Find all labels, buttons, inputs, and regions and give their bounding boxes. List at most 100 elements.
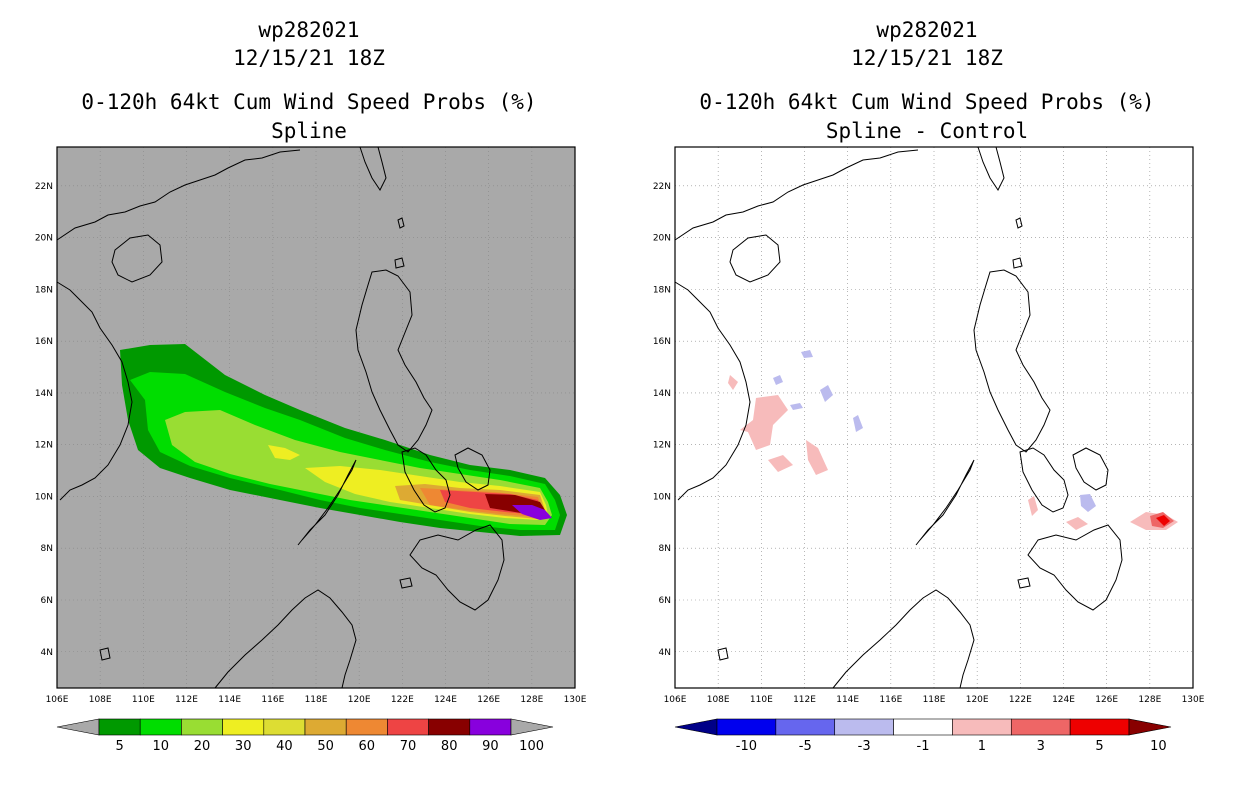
forecast-time: 12/15/21 18Z (233, 46, 385, 70)
colorbar: -10 -5 -3 -1 1 3 5 10 (674, 718, 1172, 754)
y-tick-label: 16N (35, 337, 53, 347)
colorbar: 5 10 20 30 40 50 60 70 80 90 100 (56, 718, 554, 754)
panel-subtitle: Spline - Control (825, 119, 1029, 143)
coastline-segment (717, 647, 729, 661)
diff-positive-blob (740, 395, 788, 450)
x-tick-label: 110E (750, 695, 773, 705)
x-tick-label: 116E (879, 695, 902, 705)
coastline-segment (973, 269, 1051, 453)
colorbar-swatch (139, 718, 182, 736)
colorbar-swatch (428, 718, 471, 736)
storm-id: wp282021 (876, 18, 978, 42)
difference-blobs (728, 350, 1178, 530)
colorbar-label: 40 (276, 739, 293, 754)
coastline-segment (1072, 447, 1109, 491)
colorbar-label: 5 (1095, 739, 1103, 754)
y-tick-label: 14N (35, 389, 53, 399)
colorbar-label: 10 (1150, 739, 1167, 754)
x-tick-label: 112E (793, 695, 816, 705)
forecast-time: 12/15/21 18Z (851, 46, 1003, 70)
diff-positive-blob (1028, 496, 1038, 516)
colorbar-label: 50 (317, 739, 334, 754)
colorbar-label: 90 (482, 739, 499, 754)
diff-positive-5 (1156, 515, 1170, 526)
x-tick-label: 130E (1182, 695, 1205, 705)
y-tick-label: 16N (653, 337, 671, 347)
colorbar-label: 5 (115, 739, 123, 754)
coastline-segment (729, 234, 781, 283)
y-tick-label: 10N (653, 492, 671, 502)
y-tick-label: 22N (653, 182, 671, 192)
coastline-segment (56, 281, 133, 501)
diff-negative-blob (1080, 494, 1096, 512)
diff-negative-blob (801, 350, 813, 358)
x-tick-label: 122E (1009, 695, 1032, 705)
coastline-segment (1027, 524, 1123, 611)
colorbar-label: -1 (917, 739, 930, 754)
diff-positive-blob (768, 455, 793, 472)
coastline-segment (56, 149, 301, 241)
colorbar-label: 20 (194, 739, 211, 754)
map-frame (674, 146, 1194, 689)
product-title: 0-120h 64kt Cum Wind Speed Probs (%) (81, 90, 537, 114)
axis-labels: 106E 108E 110E 112E 114E 116E 118E 120E 122E 124E… (35, 182, 587, 705)
coastline-segment (1012, 257, 1023, 269)
x-tick-label: 114E (836, 695, 859, 705)
x-tick-label: 120E (966, 695, 989, 705)
coastline-segment (297, 459, 357, 546)
colorbar-swatch (1069, 718, 1130, 736)
colorbar-label: 60 (359, 739, 376, 754)
probability-map: 106E 108E 110E 112E 114E 116E 118E 120E 122E 124E… (35, 146, 587, 754)
colorbar-swatch (263, 718, 306, 736)
y-tick-label: 20N (35, 234, 53, 244)
x-tick-label: 124E (1052, 695, 1075, 705)
coastline-segment (409, 524, 505, 611)
prob-band-30 (268, 445, 300, 460)
colorbar-swatch (345, 718, 388, 736)
coastline-segment (674, 149, 919, 241)
coastline-segment (674, 281, 751, 501)
y-tick-label: 4N (41, 648, 53, 658)
map-background (675, 147, 1193, 688)
coastline-segment (977, 146, 1005, 191)
colorbar-swatch (775, 718, 836, 736)
y-tick-label: 12N (653, 441, 671, 451)
colorbar-label: 30 (235, 739, 252, 754)
coastline-segment (394, 257, 405, 269)
x-tick-label: 118E (305, 695, 328, 705)
x-tick-label: 106E (46, 695, 69, 705)
x-tick-label: 116E (261, 695, 284, 705)
y-tick-label: 18N (35, 285, 53, 295)
coastline-segment (111, 234, 163, 283)
x-tick-label: 122E (391, 695, 414, 705)
panel-spline-minus-control: wp282021 12/15/21 18Z 0-120h 64kt Cum Wi… (618, 0, 1236, 800)
colorbar-label: -3 (858, 739, 871, 754)
x-tick-label: 128E (1138, 695, 1161, 705)
coastline-segment (399, 577, 413, 589)
colorbar-swatch (387, 718, 429, 736)
y-tick-label: 10N (35, 492, 53, 502)
x-tick-label: 130E (564, 695, 587, 705)
x-tick-label: 126E (477, 695, 500, 705)
prob-band-90 (512, 505, 552, 520)
coastline-segment (359, 146, 387, 191)
y-tick-label: 18N (653, 285, 671, 295)
colorbar-swatch (893, 718, 953, 736)
coastline-segment (214, 589, 357, 689)
colorbar-swatch (98, 718, 141, 736)
difference-map: 106E 108E 110E 112E 114E 116E 118E 120E 122E 124E… (653, 146, 1205, 754)
storm-id: wp282021 (258, 18, 360, 42)
colorbar-swatch (952, 718, 1012, 736)
x-tick-label: 114E (218, 695, 241, 705)
colorbar-label: 80 (441, 739, 458, 754)
coastlines (56, 146, 505, 689)
colorbar-label: 100 (519, 739, 544, 754)
colorbar-arrow-low (56, 718, 100, 736)
coastline-segment (397, 217, 405, 229)
coastline-segment (99, 647, 111, 661)
diff-positive-blob (728, 375, 738, 390)
colorbar-label: 1 (978, 739, 986, 754)
y-tick-label: 8N (659, 544, 671, 554)
y-tick-label: 20N (653, 234, 671, 244)
colorbar-swatch (834, 718, 894, 736)
